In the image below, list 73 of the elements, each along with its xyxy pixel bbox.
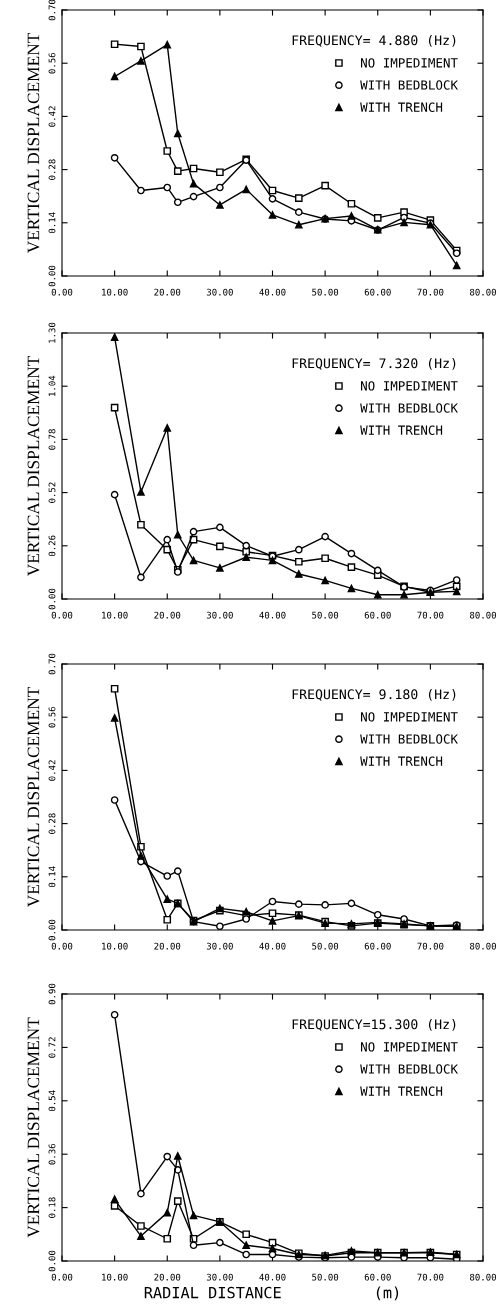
legend-label: WITH BEDBLOCK: [360, 80, 458, 90]
y-tick-label: 0.36: [48, 1143, 56, 1165]
y-tick-label: 0.18: [48, 1197, 56, 1218]
y-tick-label: 0.56: [48, 52, 56, 74]
y-tick-label: 0.78: [48, 429, 56, 450]
x-tick-label: 70.00: [417, 1273, 444, 1281]
legend-label: WITH TRENCH: [360, 1086, 443, 1096]
legend-title: FREQUENCY= 9.180 (Hz): [292, 689, 456, 701]
legend-label: NO IMPEDIMENT: [361, 1042, 458, 1052]
x-tick-label: 50.00: [312, 288, 339, 296]
y-tick-label: 0.42: [48, 760, 56, 781]
x-tick-label: 80.00: [469, 942, 496, 950]
y-axis-title: VERTICAL DISPLACEMENT: [27, 355, 40, 577]
x-tick-label: 40.00: [259, 942, 286, 950]
legend-label: WITH TRENCH: [360, 102, 443, 112]
x-tick-label: 70.00: [417, 611, 444, 619]
x-tick-label: 70.00: [417, 288, 444, 296]
y-axis-title: VERTICAL DISPLACEMENT: [27, 686, 40, 908]
x-tick-label: 80.00: [469, 1273, 496, 1281]
y-tick-label: 0.26: [48, 535, 56, 557]
legend-title: FREQUENCY=15.300 (Hz): [292, 1019, 456, 1031]
x-tick-label: 50.00: [312, 1273, 339, 1281]
x-tick-label: 60.00: [364, 611, 391, 619]
x-tick-label: 60.00: [364, 1273, 391, 1281]
legend-label: NO IMPEDIMENT: [361, 381, 458, 391]
legend-title: FREQUENCY= 7.320 (Hz): [292, 358, 456, 370]
y-axis-title: VERTICAL DISPLACEMENT: [27, 32, 40, 254]
y-tick-label: 0.14: [48, 212, 56, 234]
legend-label: NO IMPEDIMENT: [361, 58, 458, 68]
x-tick-label: 20.00: [154, 611, 181, 619]
y-tick-label: 0.14: [48, 866, 56, 888]
x-tick-label: 80.00: [469, 611, 496, 619]
x-tick-label: 10.00: [102, 288, 128, 296]
legend-label: WITH BEDBLOCK: [360, 734, 458, 744]
x-tick-label: 40.00: [259, 288, 286, 296]
x-tick-label: 60.00: [364, 942, 391, 950]
y-tick-label: 0.90: [48, 983, 56, 1005]
y-tick-label: 0.28: [48, 813, 56, 834]
x-tick-label: 40.00: [259, 611, 286, 619]
x-tick-label: 30.00: [206, 288, 233, 296]
y-tick-label: 0.56: [48, 706, 56, 728]
y-tick-label: 0.42: [48, 106, 56, 127]
x-tick-label: 10.00: [102, 942, 128, 950]
x-tick-label: 50.00: [312, 942, 339, 950]
x-tick-label: 40.00: [259, 1273, 286, 1281]
x-tick-label: 30.00: [206, 1273, 233, 1281]
x-tick-label: 10.00: [102, 611, 128, 619]
y-tick-label: 0.54: [48, 1090, 56, 1112]
x-tick-label: 60.00: [364, 288, 391, 296]
x-tick-label: 10.00: [102, 1273, 128, 1281]
x-tick-label: 20.00: [154, 1273, 181, 1281]
legend-label: WITH BEDBLOCK: [360, 1064, 458, 1074]
legend-label: NO IMPEDIMENT: [361, 712, 458, 722]
y-tick-label: 0.52: [48, 482, 56, 503]
x-tick-label: 80.00: [469, 288, 496, 296]
x-tick-label: 20.00: [154, 288, 181, 296]
x-tick-label: 50.00: [312, 611, 339, 619]
y-tick-label: 0.70: [48, 0, 56, 21]
y-tick-label: 0.72: [48, 1037, 56, 1058]
x-tick-label: 70.00: [417, 942, 444, 950]
x-tick-label: 20.00: [154, 942, 181, 950]
y-tick-label: 0.70: [48, 653, 56, 675]
y-axis-title: VERTICAL DISPLACEMENT: [27, 1017, 40, 1238]
legend-title: FREQUENCY= 4.880 (Hz): [292, 35, 456, 47]
x-tick-label: 30.00: [206, 942, 233, 950]
legend-label: WITH TRENCH: [360, 425, 443, 435]
legend-label: WITH TRENCH: [360, 756, 443, 766]
y-tick-label: 0.28: [48, 159, 56, 180]
x-tick-label: 30.00: [206, 611, 233, 619]
y-tick-label: 1.04: [48, 375, 56, 396]
legend-label: WITH BEDBLOCK: [360, 403, 458, 413]
x-axis-title: RADIAL DISTANCE (m): [144, 1286, 399, 1301]
y-tick-label: 1.30: [48, 322, 56, 343]
